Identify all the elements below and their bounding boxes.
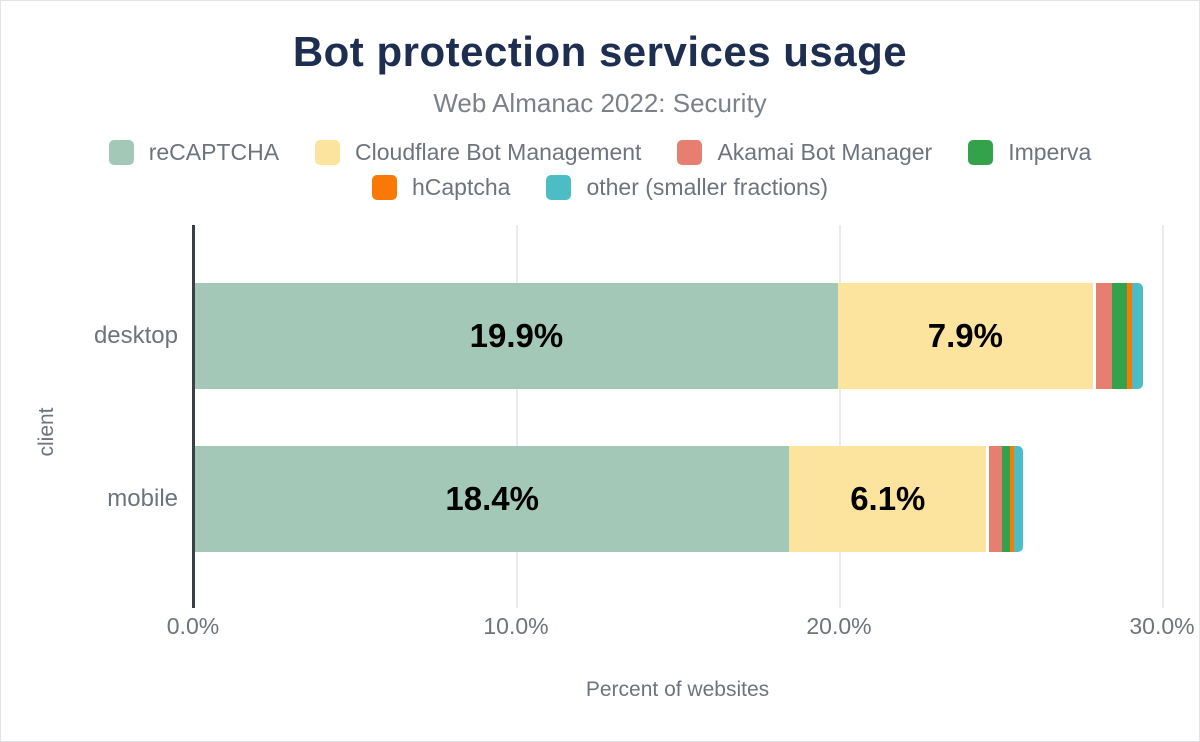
bar-value-label: 19.9%: [469, 317, 564, 354]
legend-row-2: hCaptcha other (smaller fractions): [371, 174, 828, 201]
y-axis-title: client: [35, 407, 58, 457]
legend-label: Cloudflare Bot Management: [355, 139, 642, 165]
bar-value-label: 18.4%: [445, 480, 539, 517]
segment-recaptcha: 19.9%: [195, 283, 838, 389]
legend-label: Akamai Bot Manager: [717, 139, 933, 165]
segment-akamai-bot-manager: [986, 446, 1003, 552]
x-tick-label-10pct: 10.0%: [483, 613, 549, 639]
legend-label: hCaptcha: [411, 174, 511, 200]
legend-item-cloudflare-bot-management: Cloudflare Bot Management: [315, 139, 641, 166]
chart-subtitle: Web Almanac 2022: Security: [433, 88, 767, 118]
legend-swatch-imperva: [968, 140, 994, 165]
x-tick-label-20pct: 20.0%: [806, 613, 872, 639]
legend-swatch-hcaptcha: [371, 175, 397, 200]
legend-row-1: reCAPTCHA Cloudflare Bot Management Akamai…: [108, 139, 1091, 166]
segment-imperva: [1002, 446, 1011, 552]
legend: reCAPTCHA Cloudflare Bot Management Akamai…: [0, 139, 1200, 201]
segment-other-smaller-fractions: [1131, 283, 1143, 389]
bar-desktop: 19.9% 7.9%: [195, 283, 1143, 389]
segment-other-smaller-fractions: [1014, 446, 1024, 552]
legend-item-akamai-bot-manager: Akamai Bot Manager: [677, 139, 932, 166]
category-label-desktop: desktop: [93, 322, 178, 349]
legend-item-imperva: Imperva: [968, 139, 1091, 166]
legend-item-other-smaller-fractions: other (smaller fractions): [546, 174, 828, 201]
segment-recaptcha: 18.4%: [195, 446, 790, 552]
segment-imperva: [1112, 283, 1127, 389]
legend-item-recaptcha: reCAPTCHA: [108, 139, 280, 166]
legend-label: other (smaller fractions): [586, 174, 829, 200]
bar-value-label: 7.9%: [927, 317, 1003, 354]
segment-hcaptcha: [1010, 446, 1015, 552]
gridline-30pct: [1162, 225, 1164, 608]
y-axis-line: [192, 225, 195, 608]
legend-item-hcaptcha: hCaptcha: [371, 174, 511, 201]
segment-cloudflare-bot-management: 6.1%: [789, 446, 987, 552]
gridline-10pct: [516, 225, 518, 608]
chart-title: Bot protection services usage: [292, 28, 908, 75]
legend-swatch-other-smaller-fractions: [546, 175, 572, 200]
bar-value-label: 6.1%: [850, 480, 926, 517]
legend-label: Imperva: [1008, 139, 1092, 165]
bar-mobile: 18.4% 6.1%: [195, 446, 1024, 552]
segment-akamai-bot-manager: [1092, 283, 1113, 389]
legend-swatch-akamai-bot-manager: [677, 140, 703, 165]
x-axis-title: Percent of websites: [585, 678, 770, 701]
gridline-20pct: [839, 225, 841, 608]
legend-swatch-recaptcha: [108, 140, 134, 165]
segment-hcaptcha: [1126, 283, 1132, 389]
category-label-mobile: mobile: [107, 485, 178, 512]
legend-swatch-cloudflare-bot-management: [315, 140, 341, 165]
x-tick-label-30pct: 30.0%: [1129, 613, 1195, 639]
segment-cloudflare-bot-management: 7.9%: [837, 283, 1093, 389]
x-tick-label-0pct: 0.0%: [166, 613, 220, 639]
legend-label: reCAPTCHA: [148, 139, 280, 165]
